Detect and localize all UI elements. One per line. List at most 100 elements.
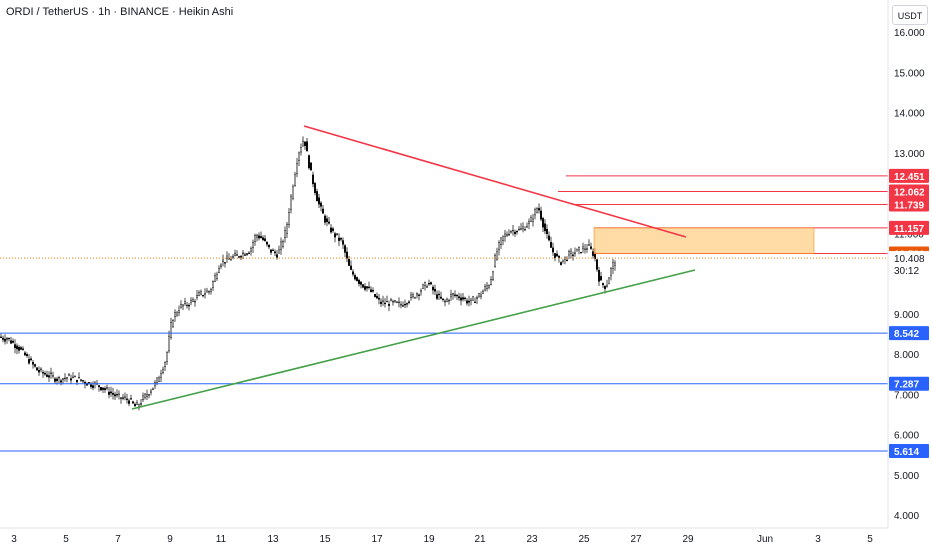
candle-body	[127, 400, 130, 404]
candle-body	[101, 387, 104, 390]
candle-body	[340, 238, 343, 240]
candle-body	[494, 255, 497, 267]
candle-body	[496, 251, 499, 260]
candle-body	[504, 233, 507, 237]
x-tick-label: 11	[216, 534, 227, 545]
trend-drawings	[131, 125, 696, 410]
candle-body	[276, 254, 279, 258]
candle-body	[358, 279, 361, 284]
candle-body	[115, 394, 118, 396]
candle-body	[65, 377, 68, 379]
candle-body	[542, 218, 545, 228]
candle-body	[278, 249, 281, 254]
candle-body	[454, 294, 457, 296]
candle-body	[181, 304, 184, 307]
candle-body	[48, 375, 51, 378]
candle-body	[596, 259, 599, 270]
candle-body	[420, 290, 423, 293]
candle-body	[614, 262, 617, 266]
candle-body	[145, 394, 148, 397]
candle-body	[75, 379, 78, 383]
candle-body	[44, 373, 47, 375]
candle-body	[247, 252, 250, 254]
candle-body	[488, 285, 491, 288]
candle-body	[452, 293, 455, 296]
x-tick-label: 9	[167, 534, 173, 545]
candle-body	[568, 251, 571, 256]
candle-body	[42, 372, 45, 374]
candle-body	[185, 304, 188, 307]
candle-body	[554, 253, 557, 259]
candle-body	[492, 271, 495, 280]
candle-body	[117, 393, 120, 396]
candle-body	[294, 174, 297, 186]
candle-body	[60, 380, 63, 383]
candle-body	[13, 344, 16, 348]
candle-body	[346, 251, 349, 259]
candle-body	[191, 299, 194, 302]
candle-body	[143, 393, 146, 398]
resistance-price-tag: 12.062	[894, 188, 925, 199]
candle-body	[380, 301, 383, 304]
candle-body	[129, 398, 132, 400]
y-tick-label: 16.000	[894, 28, 925, 39]
x-tick-label: 7	[115, 534, 121, 545]
candle-body	[334, 233, 337, 238]
candle-body	[262, 237, 265, 241]
candle-body	[450, 293, 453, 298]
candle-body	[394, 300, 397, 302]
price-axis-labels: 12.45112.06211.73911.15710.5218.5427.287…	[889, 168, 929, 459]
candle-body	[540, 210, 543, 220]
x-tick-label: 13	[267, 534, 279, 545]
candle-body	[606, 284, 609, 288]
candle-body	[506, 234, 509, 236]
y-tick-label: 4.000	[894, 511, 919, 522]
candle-body	[137, 404, 140, 407]
time-axis[interactable]: 3 5 7 9 11 13 15 17 19 21 23 25 27 29 Jun 3 5	[11, 534, 873, 545]
x-tick-label: 5	[867, 534, 873, 545]
candle-body	[167, 335, 170, 352]
candle-body	[436, 294, 439, 299]
candle-body	[34, 364, 37, 367]
candle-body	[462, 297, 465, 300]
candle-body	[318, 197, 321, 205]
candle-body	[50, 372, 53, 375]
resistance-price-tag: 12.451	[894, 172, 925, 183]
price-levels	[0, 175, 888, 452]
candle-body	[63, 377, 66, 380]
candle-body	[344, 245, 347, 253]
candle-body	[578, 247, 581, 251]
candle-body	[282, 241, 285, 247]
candle-body	[203, 293, 206, 295]
candle-body	[608, 277, 611, 285]
candle-body	[272, 249, 275, 252]
candle-body	[476, 297, 479, 299]
candle-body	[258, 235, 261, 239]
candle-body	[478, 293, 481, 297]
currency-button[interactable]: USDT	[892, 5, 928, 25]
candle-body	[280, 241, 283, 250]
y-tick-label: 5.000	[894, 471, 919, 482]
candle-body	[364, 286, 367, 290]
candle-body	[600, 276, 603, 281]
candle-body	[177, 310, 180, 313]
candle-body	[532, 218, 535, 222]
candle-body	[524, 229, 527, 231]
candle-body	[149, 390, 152, 393]
candle-body	[67, 374, 70, 377]
candle-body	[91, 385, 94, 388]
candle-body	[89, 384, 92, 387]
candle-body	[249, 248, 252, 252]
resistance-price-tag: 11.739	[894, 201, 924, 212]
candle-body	[179, 303, 182, 308]
candle-body	[552, 247, 555, 253]
candle-body	[388, 303, 391, 306]
candle-body	[530, 217, 533, 222]
candle-body	[268, 244, 271, 248]
candle-body	[155, 377, 158, 384]
candle-body	[139, 403, 142, 405]
candle-body	[163, 362, 166, 368]
candle-body	[87, 382, 90, 384]
candle-body	[538, 208, 541, 211]
